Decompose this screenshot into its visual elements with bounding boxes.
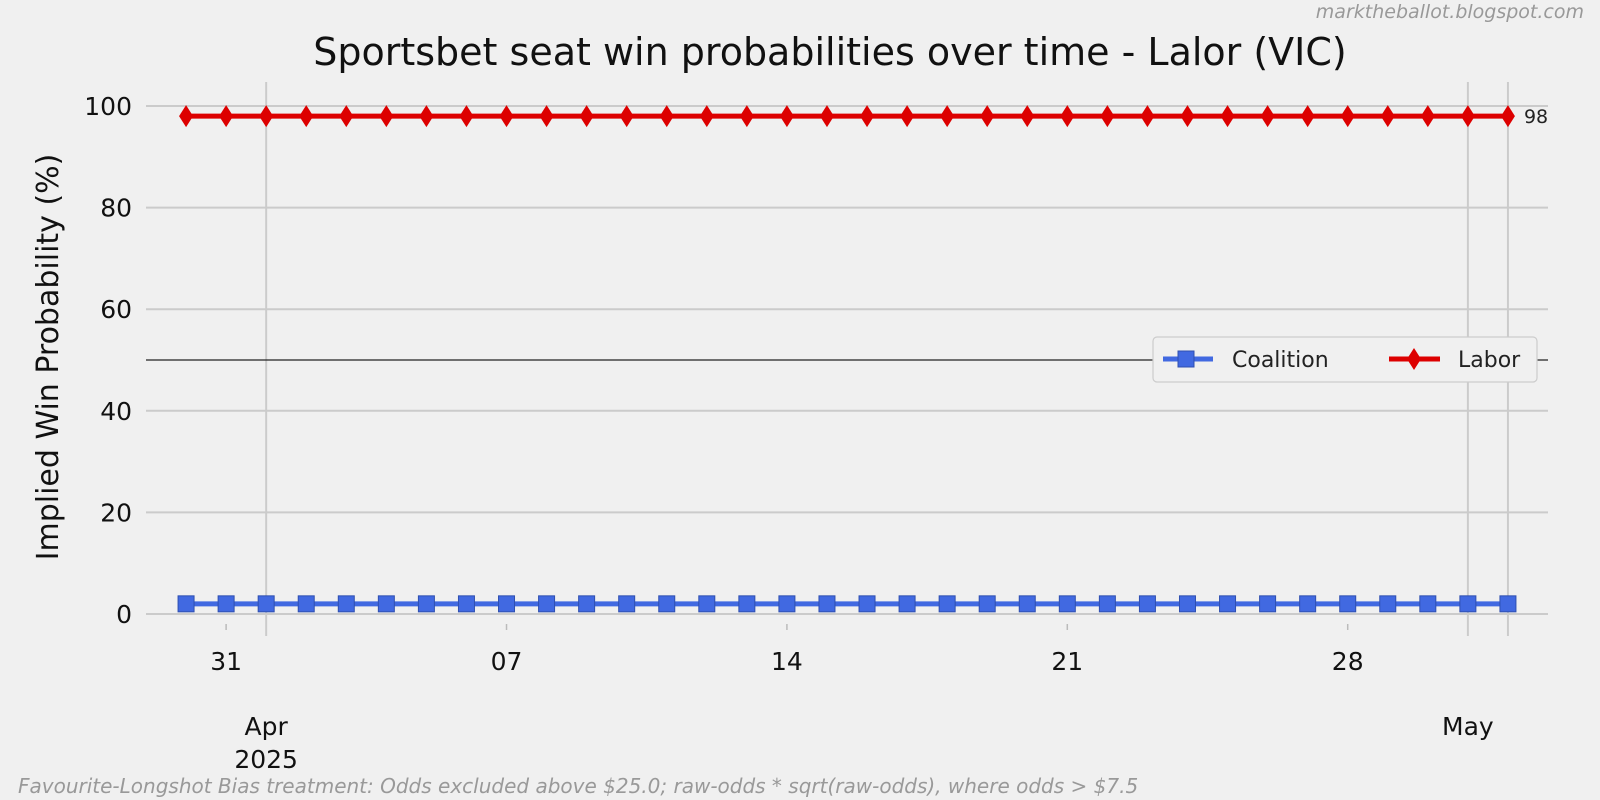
coalition-point bbox=[1499, 595, 1517, 613]
labor-point bbox=[419, 105, 434, 128]
labor-point bbox=[980, 105, 995, 128]
x-tick-label: 31 bbox=[210, 647, 242, 676]
labor-point bbox=[459, 105, 474, 128]
coalition-point bbox=[1419, 595, 1437, 613]
labor-point bbox=[1060, 105, 1075, 128]
labor-point bbox=[1020, 105, 1035, 128]
coalition-point bbox=[1219, 595, 1237, 613]
labor-point bbox=[940, 105, 955, 128]
coalition-point bbox=[1379, 595, 1397, 613]
footnote: Favourite-Longshot Bias treatment: Odds … bbox=[18, 774, 1138, 798]
legend: Coalition Labor bbox=[1152, 336, 1538, 383]
labor-point bbox=[539, 105, 554, 128]
gridlines bbox=[146, 82, 1548, 636]
coalition-point bbox=[538, 595, 556, 613]
coalition-point bbox=[217, 595, 235, 613]
coalition-point bbox=[257, 595, 275, 613]
coalition-point bbox=[618, 595, 636, 613]
labor-point bbox=[699, 105, 714, 128]
coalition-point bbox=[858, 595, 876, 613]
coalition-point bbox=[738, 595, 756, 613]
labor-point bbox=[1380, 105, 1395, 128]
labor-point bbox=[579, 105, 594, 128]
labor-point bbox=[219, 105, 234, 128]
coalition-point bbox=[1339, 595, 1357, 613]
coalition-point bbox=[898, 595, 916, 613]
legend-labor-label: Labor bbox=[1458, 348, 1521, 373]
labor-point bbox=[619, 105, 634, 128]
y-tick-label: 100 bbox=[84, 92, 132, 121]
coalition-point bbox=[778, 595, 796, 613]
y-axis-label: Implied Win Probability (%) bbox=[31, 154, 66, 561]
labor-point bbox=[779, 105, 794, 128]
coalition-point bbox=[337, 595, 355, 613]
labor-point bbox=[1340, 105, 1355, 128]
y-tick-label: 0 bbox=[116, 600, 132, 629]
coalition-point bbox=[978, 595, 996, 613]
y-tick-label: 80 bbox=[100, 194, 132, 223]
coalition-point bbox=[177, 595, 195, 613]
coalition-point bbox=[1299, 595, 1317, 613]
labor-point bbox=[1140, 105, 1155, 128]
labor-point bbox=[1180, 105, 1195, 128]
coalition-point bbox=[1459, 595, 1477, 613]
coalition-point bbox=[1058, 595, 1076, 613]
x-tick-labels: Apr 2025 May 31 07 14 21 28 bbox=[210, 647, 1494, 774]
labor-point bbox=[819, 105, 834, 128]
watermark: marktheballot.blogspot.com bbox=[1316, 1, 1584, 23]
coalition-point bbox=[377, 595, 395, 613]
labor-point bbox=[1260, 105, 1275, 128]
month-label: May bbox=[1442, 712, 1494, 741]
year-label: 2025 bbox=[234, 745, 298, 774]
labor-point bbox=[900, 105, 915, 128]
coalition-point bbox=[698, 595, 716, 613]
coalition-point bbox=[417, 595, 435, 613]
y-tick-label: 20 bbox=[100, 498, 132, 527]
labor-point bbox=[1220, 105, 1235, 128]
coalition-point bbox=[1138, 595, 1156, 613]
coalition-point bbox=[818, 595, 836, 613]
y-tick-labels: 0 20 40 60 80 100 bbox=[84, 92, 132, 629]
x-tick-label: 28 bbox=[1332, 647, 1364, 676]
labor-point bbox=[860, 105, 875, 128]
month-label: Apr bbox=[245, 712, 289, 741]
labor-point bbox=[179, 105, 194, 128]
x-tick-label: 21 bbox=[1051, 647, 1083, 676]
labor-point bbox=[259, 105, 274, 128]
labor-point bbox=[379, 105, 394, 128]
labor-point bbox=[1420, 105, 1435, 128]
coalition-point bbox=[1018, 595, 1036, 613]
legend-coalition-label: Coalition bbox=[1232, 348, 1329, 373]
coalition-point bbox=[1259, 595, 1277, 613]
labor-point bbox=[1100, 105, 1115, 128]
labor-point bbox=[739, 105, 754, 128]
coalition-point bbox=[1098, 595, 1116, 613]
legend-coalition-marker bbox=[1177, 350, 1195, 368]
x-tick-label: 14 bbox=[771, 647, 803, 676]
labor-point bbox=[339, 105, 354, 128]
coalition-point bbox=[658, 595, 676, 613]
labor-point bbox=[659, 105, 674, 128]
labor-point bbox=[299, 105, 314, 128]
coalition-point bbox=[938, 595, 956, 613]
x-tick-label: 07 bbox=[491, 647, 523, 676]
series-layer: 98 bbox=[177, 105, 1548, 613]
coalition-point bbox=[1178, 595, 1196, 613]
coalition-point bbox=[578, 595, 596, 613]
legend-box bbox=[1152, 336, 1538, 383]
labor-point bbox=[1500, 105, 1515, 128]
chart-title: Sportsbet seat win probabilities over ti… bbox=[313, 30, 1347, 74]
labor-point bbox=[1460, 105, 1475, 128]
coalition-point bbox=[498, 595, 516, 613]
y-tick-label: 60 bbox=[100, 295, 132, 324]
coalition-point bbox=[457, 595, 475, 613]
labor-end-value-label: 98 bbox=[1524, 106, 1548, 128]
coalition-point bbox=[297, 595, 315, 613]
y-tick-label: 40 bbox=[100, 397, 132, 426]
legend-labor-marker bbox=[1407, 348, 1421, 370]
labor-point bbox=[499, 105, 514, 128]
labor-point bbox=[1300, 105, 1315, 128]
